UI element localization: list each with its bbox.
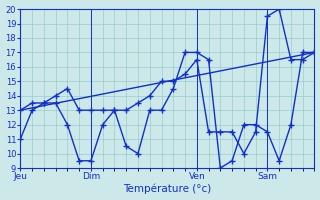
X-axis label: Température (°c): Température (°c) — [123, 184, 212, 194]
